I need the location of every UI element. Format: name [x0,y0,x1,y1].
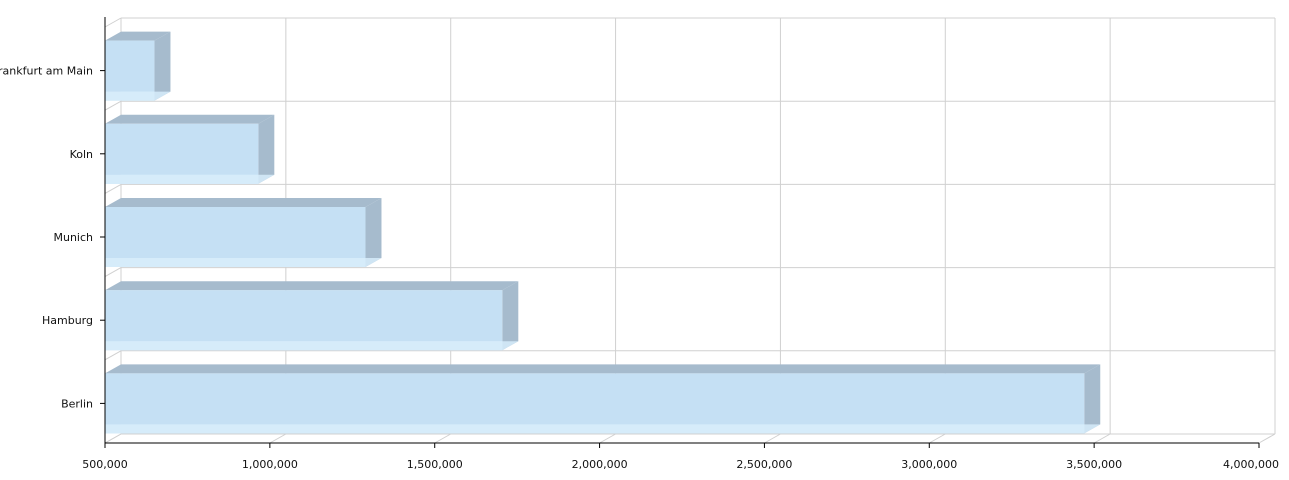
x-tick-label: 1,500,000 [407,458,463,471]
bar-bottom-strip [105,258,366,267]
grid-floor-diagonal [1093,433,1111,444]
x-tick-label: 3,500,000 [1066,458,1122,471]
bar-side-face [502,281,519,351]
labels-layer: Frankfurt am Main Koln Munich Hamburg Berlin… [0,65,1279,471]
grid-wall-diagonal [104,17,122,28]
bars-layer [105,31,1101,434]
bar-top-face [105,198,382,207]
bar-side-face [258,114,275,184]
bar-bottom-strip [105,91,155,101]
grid-wall-diagonal [104,350,122,361]
bar-top-face [105,31,171,41]
grid-wall-diagonal [104,433,122,444]
y-tick-label: Berlin [61,397,93,410]
bar-front-face [105,123,259,184]
bar-side-face [365,198,382,267]
grid-floor-diagonal [1258,433,1276,444]
bar-front-face [105,207,366,267]
x-tick-label: 500,000 [82,458,128,471]
bar-bottom-strip [105,174,259,184]
bar-top-face [105,364,1101,374]
bar-front-face [105,290,503,351]
x-tick-label: 4,000,000 [1223,458,1279,471]
bar [105,198,382,267]
x-tick-label: 1,000,000 [242,458,298,471]
grid-floor-diagonal [764,433,781,444]
bar [105,31,171,101]
bar [105,114,275,184]
x-tick-label: 2,000,000 [572,458,628,471]
grid-wall-diagonal [104,267,122,278]
bar-bottom-strip [105,341,503,351]
grid-wall-diagonal [104,183,122,194]
x-tick-label: 2,500,000 [736,458,792,471]
axes-layer [100,17,1260,448]
bar-front-face [105,373,1085,434]
bar-top-face [105,281,519,291]
bar-side-face [1084,364,1101,434]
y-tick-label: Munich [53,231,93,244]
bar [105,281,519,351]
grid-layer [104,17,1276,444]
bar-bottom-strip [105,424,1085,434]
grid-wall-diagonal [104,100,122,111]
y-tick-label: Hamburg [42,314,93,327]
bar-side-face [154,31,171,101]
grid-floor-diagonal [269,433,287,444]
grid-floor-diagonal [434,433,451,444]
bar-front-face [105,40,155,101]
y-tick-label: Koln [70,148,93,161]
grid-floor-diagonal [599,433,616,444]
bar [105,364,1101,434]
grid-floor-diagonal [929,433,946,444]
bar-top-face [105,114,275,124]
x-tick-label: 3,000,000 [901,458,957,471]
y-tick-label: Frankfurt am Main [0,65,93,78]
